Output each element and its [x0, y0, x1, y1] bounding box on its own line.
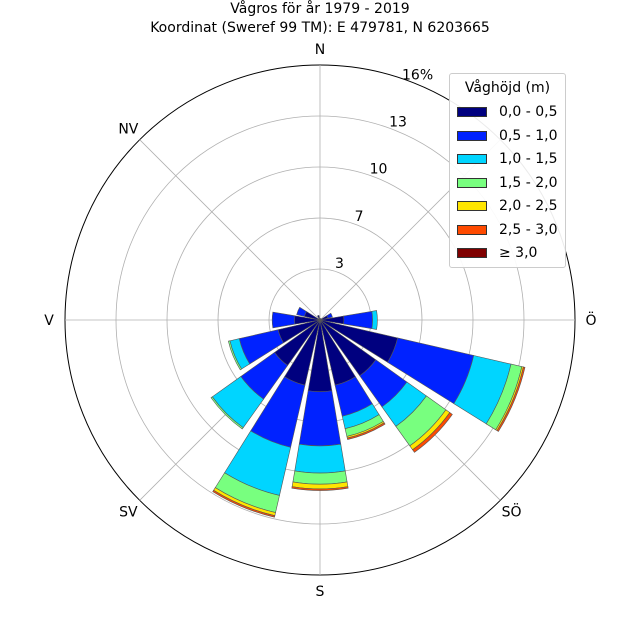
legend-swatch	[457, 154, 487, 164]
sector-bar	[298, 390, 342, 447]
sector-group	[319, 319, 386, 440]
legend-label: 1,5 - 2,0	[499, 174, 558, 191]
sector-group	[319, 312, 333, 321]
sector-bar	[212, 489, 276, 518]
sector-bars	[210, 306, 526, 518]
chart-subtitle-line: Koordinat (Sweref 99 TM): E 479781, N 62…	[150, 20, 490, 36]
sector-bar	[296, 306, 307, 317]
sector-bar	[496, 366, 526, 432]
sector-bar	[371, 310, 378, 330]
legend-label: 1,0 - 1,5	[499, 151, 558, 167]
sector-group	[291, 319, 349, 491]
legend-label: 2,0 - 2,5	[499, 198, 558, 214]
radial-tick-label: 10	[370, 162, 388, 178]
legend-label: 2,5 - 3,0	[499, 221, 558, 238]
legend-swatch	[457, 248, 487, 258]
legend-row: ≥ 3,0	[457, 243, 537, 263]
grid-spoke	[139, 139, 321, 321]
direction-label: S	[316, 584, 325, 600]
sector-bar	[292, 470, 348, 485]
legend-swatch	[457, 177, 487, 188]
direction-label: NV	[118, 121, 138, 137]
legend-row: 1,0 - 1,5	[457, 149, 557, 169]
legend-row: 0,0 - 0,5	[457, 102, 557, 122]
radial-tick-label: 13	[389, 115, 407, 131]
sector-bar	[271, 311, 296, 329]
legend-row: 1,5 - 2,0	[457, 173, 557, 193]
legend: Våghöjd (m) 0,0 - 0,5 0,5 - 1,0 1,0 - 1,5 1…	[449, 73, 566, 268]
chart-title: Vågros för år 1979 - 2019 Koordinat (Swe…	[0, 0, 640, 38]
direction-label: SÖ	[502, 503, 522, 521]
sector-bar	[326, 312, 333, 319]
direction-label: Ö	[585, 311, 596, 329]
sector-group	[228, 319, 321, 371]
legend-title: Våghöjd (m)	[464, 80, 551, 96]
sector-group	[319, 319, 453, 453]
radial-tick-label: 16%	[402, 67, 433, 83]
direction-label: N	[315, 42, 325, 58]
sector-bar	[317, 314, 321, 321]
sector-bar	[412, 412, 453, 453]
sector-group	[210, 319, 321, 430]
sector-group	[319, 310, 378, 330]
sector-group	[212, 319, 321, 518]
legend-swatch	[457, 130, 487, 141]
sector-bar	[291, 486, 349, 491]
legend-row: 2,0 - 2,5	[457, 196, 557, 216]
sector-group	[319, 319, 526, 432]
legend-row: 2,5 - 3,0	[457, 220, 557, 240]
legend-swatch	[457, 224, 487, 235]
sector-bar	[210, 396, 244, 430]
sector-group	[271, 311, 321, 329]
radial-tick-label: 7	[355, 209, 364, 225]
legend-swatch	[457, 201, 487, 211]
legend-swatch	[457, 107, 487, 117]
legend-label: 0,0 - 0,5	[499, 104, 558, 120]
legend-label: ≥ 3,0	[499, 245, 538, 261]
direction-label: V	[44, 313, 54, 329]
radial-tick-label: 3	[335, 256, 344, 272]
legend-label: 0,5 - 1,0	[499, 127, 558, 144]
sector-bar	[343, 310, 373, 330]
sector-bar	[294, 443, 346, 474]
sector-group	[296, 306, 321, 321]
legend-row: 0,5 - 1,0	[457, 126, 557, 146]
sector-bar	[346, 422, 386, 440]
sector-bar	[228, 340, 243, 371]
sector-group	[317, 314, 321, 321]
axis-labels: N NV V SV S SÖ Ö 3 7 10 13 16%	[44, 42, 596, 600]
direction-label: SV	[119, 505, 138, 521]
chart-title-line: Vågros för år 1979 - 2019	[230, 1, 410, 17]
